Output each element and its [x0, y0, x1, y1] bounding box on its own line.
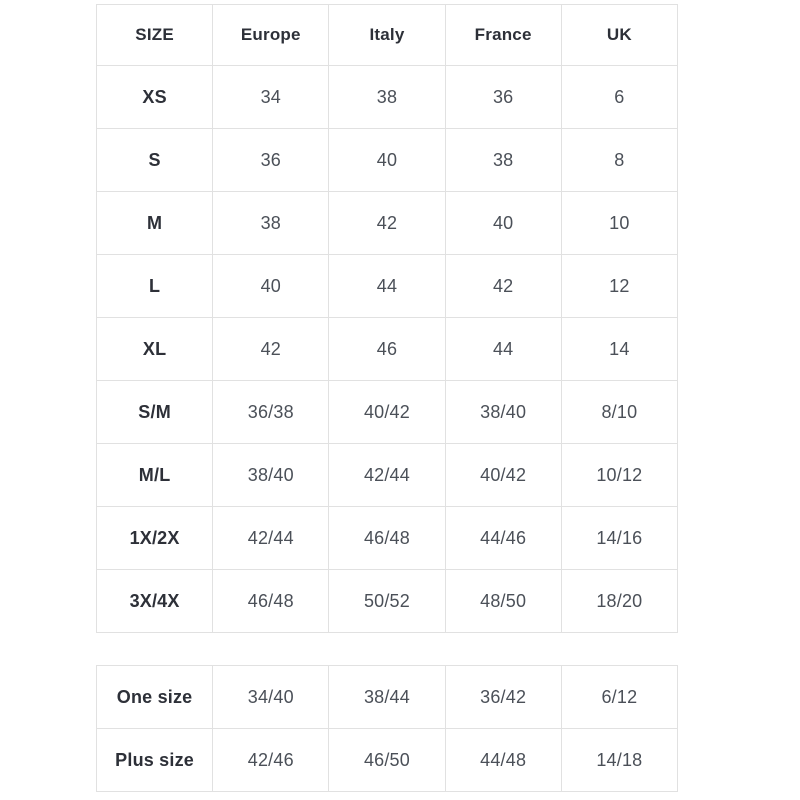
value-cell: 42/44	[212, 506, 330, 570]
value-cell: 34	[212, 65, 330, 129]
value-cell: 40	[212, 254, 330, 318]
table-row-3x4x: 3X/4X 46/48 50/52 48/50 18/20	[95, 569, 679, 633]
value-cell: 36/42	[444, 665, 562, 729]
value-cell: 14/18	[560, 728, 679, 792]
one-size-plus-size-table: One size 34/40 38/44 36/42 6/12 Plus siz…	[95, 665, 679, 792]
size-chart: SIZE Europe Italy France UK XS 34 38 36 …	[95, 4, 679, 792]
value-cell: 14	[560, 317, 679, 381]
value-cell: 42/44	[328, 443, 446, 507]
size-conversion-table: SIZE Europe Italy France UK XS 34 38 36 …	[95, 4, 679, 633]
value-cell: 46/48	[328, 506, 446, 570]
header-cell-france: France	[444, 4, 562, 66]
value-cell: 44/48	[444, 728, 562, 792]
value-cell: 40/42	[444, 443, 562, 507]
value-cell: 38	[444, 128, 562, 192]
value-cell: 40	[444, 191, 562, 255]
value-cell: 10/12	[560, 443, 679, 507]
value-cell: 8	[560, 128, 679, 192]
table-row-ml: M/L 38/40 42/44 40/42 10/12	[95, 443, 679, 507]
table-row-xs: XS 34 38 36 6	[95, 65, 679, 129]
header-cell-italy: Italy	[328, 4, 446, 66]
value-cell: 12	[560, 254, 679, 318]
value-cell: 42	[444, 254, 562, 318]
table-row-1x2x: 1X/2X 42/44 46/48 44/46 14/16	[95, 506, 679, 570]
size-label-cell: M/L	[95, 443, 214, 507]
value-cell: 48/50	[444, 569, 562, 633]
value-cell: 44	[444, 317, 562, 381]
value-cell: 36	[212, 128, 330, 192]
header-cell-europe: Europe	[212, 4, 330, 66]
value-cell: 46/50	[328, 728, 446, 792]
header-cell-uk: UK	[560, 4, 679, 66]
table-row-sm: S/M 36/38 40/42 38/40 8/10	[95, 380, 679, 444]
size-label-cell: 1X/2X	[95, 506, 214, 570]
size-label-cell: XL	[95, 317, 214, 381]
value-cell: 38/40	[444, 380, 562, 444]
value-cell: 6	[560, 65, 679, 129]
value-cell: 38/44	[328, 665, 446, 729]
size-label-cell: XS	[95, 65, 214, 129]
value-cell: 40	[328, 128, 446, 192]
size-label-cell: One size	[95, 665, 214, 729]
size-label-cell: 3X/4X	[95, 569, 214, 633]
value-cell: 44	[328, 254, 446, 318]
size-label-cell: L	[95, 254, 214, 318]
value-cell: 14/16	[560, 506, 679, 570]
value-cell: 46	[328, 317, 446, 381]
value-cell: 34/40	[212, 665, 330, 729]
value-cell: 8/10	[560, 380, 679, 444]
value-cell: 40/42	[328, 380, 446, 444]
value-cell: 38/40	[212, 443, 330, 507]
size-label-cell: S	[95, 128, 214, 192]
value-cell: 42	[212, 317, 330, 381]
value-cell: 44/46	[444, 506, 562, 570]
table-row-one-size: One size 34/40 38/44 36/42 6/12	[95, 665, 679, 729]
header-cell-size: SIZE	[95, 4, 214, 66]
table-row-l: L 40 44 42 12	[95, 254, 679, 318]
value-cell: 36	[444, 65, 562, 129]
table-row-s: S 36 40 38 8	[95, 128, 679, 192]
value-cell: 6/12	[560, 665, 679, 729]
value-cell: 36/38	[212, 380, 330, 444]
value-cell: 18/20	[560, 569, 679, 633]
table-row-xl: XL 42 46 44 14	[95, 317, 679, 381]
value-cell: 50/52	[328, 569, 446, 633]
value-cell: 38	[328, 65, 446, 129]
size-label-cell: S/M	[95, 380, 214, 444]
size-label-cell: M	[95, 191, 214, 255]
table-row-m: M 38 42 40 10	[95, 191, 679, 255]
value-cell: 42/46	[212, 728, 330, 792]
value-cell: 42	[328, 191, 446, 255]
value-cell: 46/48	[212, 569, 330, 633]
size-label-cell: Plus size	[95, 728, 214, 792]
value-cell: 38	[212, 191, 330, 255]
value-cell: 10	[560, 191, 679, 255]
header-row: SIZE Europe Italy France UK	[95, 4, 679, 66]
table-row-plus-size: Plus size 42/46 46/50 44/48 14/18	[95, 728, 679, 792]
